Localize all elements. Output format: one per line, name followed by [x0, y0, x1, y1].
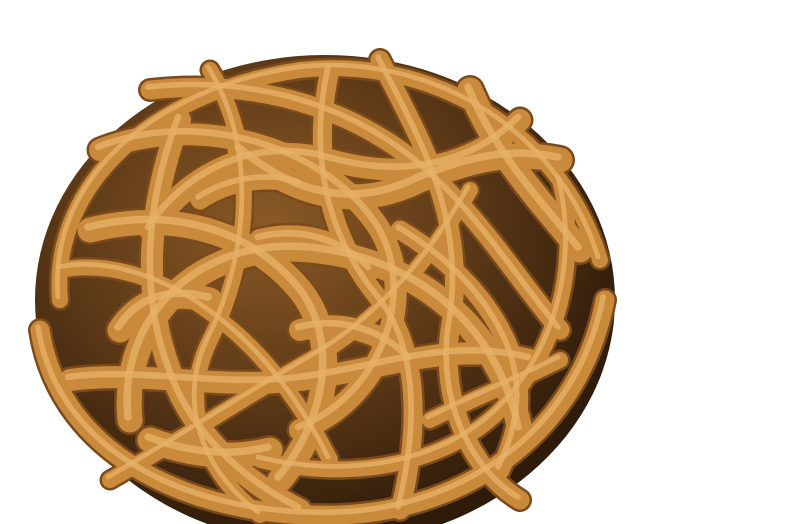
strand-highlight: [55, 262, 331, 460]
strand-highlight: [114, 289, 212, 331]
strand-highlight: [94, 128, 397, 431]
strand-highlight: [144, 113, 522, 231]
strand-highlight: [395, 224, 520, 470]
strand: [422, 352, 568, 428]
strand-highlight: [195, 174, 301, 200]
strand-highlight: [146, 113, 302, 511]
strand-highlight: [144, 433, 272, 456]
strand-highlight: [375, 54, 521, 500]
strand-highlight: [317, 64, 414, 510]
strand-highlight: [254, 229, 372, 271]
strand-highlight: [35, 294, 606, 516]
strand-highlight: [84, 215, 327, 481]
strand-highlight: [123, 242, 522, 431]
strand-highlight: [255, 174, 568, 469]
strand-highlight: [64, 346, 532, 384]
strand-highlight: [425, 354, 561, 420]
strand-highlight: [294, 319, 412, 361]
strand-highlight: [145, 81, 561, 330]
rattan-strands-highlight: [35, 54, 606, 516]
strand-highlight: [464, 83, 582, 251]
strand-highlight: [191, 64, 261, 515]
